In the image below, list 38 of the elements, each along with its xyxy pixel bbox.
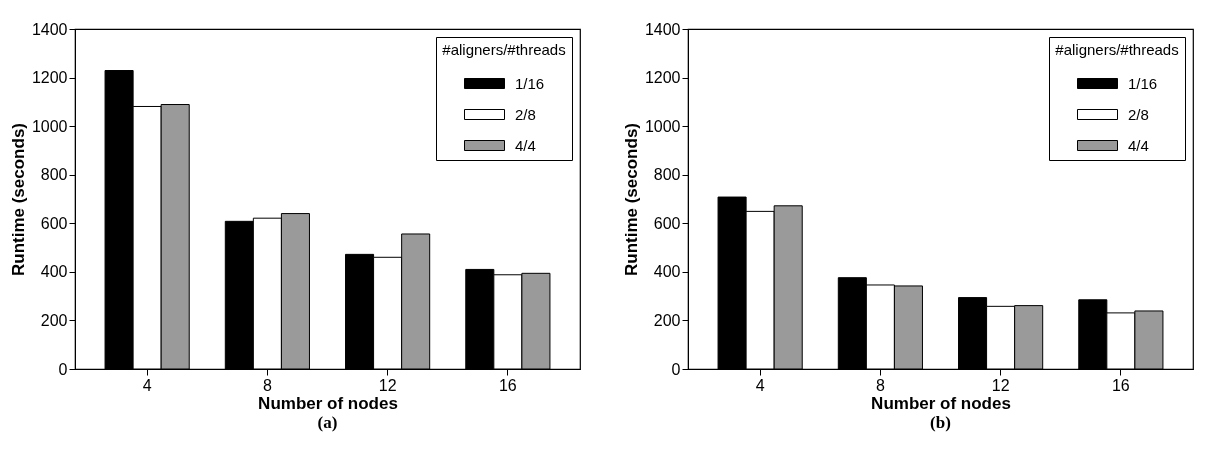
y-tick-label: 0 — [671, 360, 681, 378]
y-tick-label: 600 — [40, 214, 68, 232]
x-tick-label: 8 — [875, 376, 885, 394]
y-tick-label: 1400 — [31, 20, 68, 38]
legend-label: 4/4 — [1128, 136, 1149, 154]
y-axis-title: Runtime (seconds) — [8, 122, 28, 277]
x-axis-title: Number of nodes — [871, 393, 1011, 413]
y-tick-label: 1200 — [31, 69, 68, 87]
y-tick-label: 1000 — [644, 117, 681, 135]
y-tick-label: 200 — [653, 311, 681, 329]
legend-label: 1/16 — [1128, 74, 1158, 92]
y-tick-label: 800 — [653, 166, 681, 184]
y-tick-label: 400 — [40, 263, 68, 281]
x-axis-title: Number of nodes — [258, 393, 398, 413]
x-tick-label: 12 — [378, 376, 397, 394]
y-tick-label: 200 — [40, 311, 68, 329]
y-tick-label: 800 — [40, 166, 68, 184]
text: (a) — [317, 413, 338, 432]
legend-label: 1/16 — [515, 74, 545, 92]
y-axis-title: Runtime (seconds) — [621, 122, 641, 277]
y-tick-label: 0 — [58, 360, 68, 378]
y-tick-label: 400 — [653, 263, 681, 281]
y-tick-label: 1400 — [644, 20, 681, 38]
y-tick-label: 1200 — [644, 69, 681, 87]
legend-label: 2/8 — [515, 105, 536, 123]
legend-label: 4/4 — [515, 136, 536, 154]
x-tick-label: 16 — [498, 376, 517, 394]
y-tick-label: 1000 — [31, 117, 68, 135]
legend-label: 2/8 — [1128, 105, 1149, 123]
x-tick-label: 4 — [142, 376, 152, 394]
legend-title: #aligners/#threads — [442, 41, 566, 58]
y-tick-label: 600 — [653, 214, 681, 232]
x-tick-label: 16 — [1111, 376, 1130, 394]
x-tick-label: 4 — [755, 376, 765, 394]
text: (b) — [930, 413, 951, 432]
x-tick-label: 8 — [262, 376, 272, 394]
legend-title: #aligners/#threads — [1055, 41, 1179, 58]
x-tick-label: 12 — [991, 376, 1010, 394]
